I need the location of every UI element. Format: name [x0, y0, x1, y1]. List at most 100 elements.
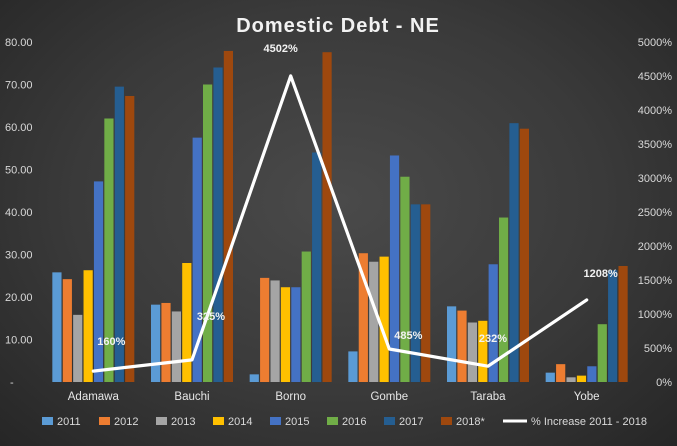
legend-swatch-2015	[270, 417, 281, 425]
bar-2017-taraba	[509, 123, 519, 383]
bar-2013-adamawa	[73, 314, 83, 382]
legend-swatch-2018	[441, 417, 452, 425]
bar-2016-taraba	[499, 217, 509, 382]
bar-2012-taraba	[457, 310, 467, 382]
bar-2017-borno	[312, 152, 322, 382]
bar-2018-bauchi	[223, 50, 233, 383]
y-axis-left: - 10.00 20.00 30.00 40.00 50.00 60.00 70.00 80.0…	[5, 37, 33, 389]
x-axis: Adamawa Bauchi Borno Gombe Taraba Yobe	[68, 391, 600, 403]
y-tick-label: 70.00	[5, 80, 33, 92]
legend-swatch-2013	[156, 417, 167, 425]
x-category-label: Yobe	[574, 391, 600, 403]
line-data-label: 4502%	[264, 43, 298, 55]
y-tick-label: 50.00	[5, 165, 33, 177]
y2-tick-label: 3500%	[638, 139, 672, 151]
legend-label: 2015	[285, 416, 309, 428]
bar-2011-yobe	[545, 372, 555, 382]
y-tick-label: -	[10, 377, 14, 389]
y2-tick-label: 0%	[656, 377, 672, 389]
legend-label: 2013	[171, 416, 195, 428]
legend-label: 2018*	[456, 416, 485, 428]
bar-2013-yobe	[566, 377, 576, 382]
bar-2015-bauchi	[192, 137, 202, 383]
y-tick-label: 30.00	[5, 250, 33, 262]
bar-2011-gombe	[348, 351, 358, 382]
bar-2018-borno	[322, 52, 332, 382]
y-tick-label: 40.00	[5, 207, 33, 219]
bar-2011-bauchi	[151, 304, 161, 382]
legend-swatch-2012	[99, 417, 110, 425]
y2-tick-label: 2000%	[638, 241, 672, 253]
legend-label: 2012	[114, 416, 138, 428]
y2-tick-label: 2500%	[638, 207, 672, 219]
chart-title: Domestic Debt - NE	[236, 15, 440, 37]
bar-2014-borno	[280, 287, 291, 382]
legend-swatch-2016	[327, 417, 338, 425]
x-category-label: Taraba	[470, 391, 506, 403]
bar-2017-gombe	[410, 204, 420, 382]
bar-2015-adamawa	[93, 181, 104, 382]
bar-2016-adamawa	[104, 118, 114, 382]
x-category-label: Borno	[275, 391, 306, 403]
bar-2012-adamawa	[62, 279, 72, 382]
bar-2018-yobe	[618, 265, 628, 382]
bar-2016-gombe	[400, 176, 410, 382]
bar-2012-yobe	[556, 364, 566, 382]
bar-2016-yobe	[597, 324, 607, 382]
y2-tick-label: 4500%	[638, 71, 672, 83]
legend-label: % Increase 2011 - 2018	[531, 416, 647, 428]
bar-2018-taraba	[519, 128, 529, 382]
line-data-label: 325%	[197, 311, 225, 323]
bar-2011-borno	[249, 374, 259, 382]
bar-2015-borno	[291, 287, 301, 382]
line-data-label: 160%	[97, 336, 125, 348]
legend: 2011 2012 2013 2014 2015 2016 2017 2018* % Incre…	[42, 416, 647, 428]
line-data-label: 232%	[479, 333, 507, 345]
bar-2014-bauchi	[182, 263, 192, 382]
y2-tick-label: 4000%	[638, 105, 672, 117]
legend-label: 2017	[399, 416, 423, 428]
legend-label: 2011	[57, 416, 81, 428]
y2-tick-label: 3000%	[638, 173, 672, 185]
bar-2012-gombe	[358, 253, 368, 382]
bar-2013-gombe	[369, 261, 379, 382]
legend-label: 2016	[342, 416, 366, 428]
percent-increase-line-path	[91, 74, 589, 373]
bar-2017-adamawa	[114, 86, 124, 383]
y2-tick-label: 500%	[644, 343, 672, 355]
bar-2013-taraba	[467, 322, 477, 382]
bar-2012-bauchi	[161, 302, 171, 382]
bar-2011-taraba	[447, 306, 457, 382]
legend-swatch-2011	[42, 417, 53, 425]
bar-2017-yobe	[608, 270, 618, 382]
bar-2014-gombe	[379, 256, 389, 383]
bar-2016-borno	[301, 251, 311, 382]
y2-tick-label: 5000%	[638, 37, 672, 49]
y-tick-label: 10.00	[5, 335, 33, 347]
line-data-label: 1208%	[584, 268, 618, 280]
percent-increase-line: 160% 325% 4502% 485% 232% 1208%	[91, 43, 618, 373]
legend-swatch-2014	[213, 417, 224, 425]
bar-2014-adamawa	[83, 270, 93, 382]
y2-tick-label: 1000%	[638, 309, 672, 321]
y-tick-label: 20.00	[5, 292, 33, 304]
bar-2015-gombe	[389, 155, 400, 382]
y-axis-right: 0% 500% 1000% 1500% 2000% 2500% 3000% 3500% 4000…	[638, 37, 672, 389]
y-tick-label: 80.00	[5, 37, 33, 49]
legend-swatch-2017	[384, 417, 395, 425]
bar-2018-adamawa	[125, 95, 135, 382]
bar-2014-yobe	[576, 375, 587, 383]
bar-2013-borno	[270, 280, 280, 382]
bar-2016-bauchi	[203, 84, 213, 382]
x-category-label: Gombe	[370, 391, 408, 403]
bar-2012-borno	[260, 277, 270, 383]
line-data-label: 485%	[394, 330, 422, 342]
bar-marks	[52, 50, 628, 383]
x-category-label: Bauchi	[174, 391, 209, 403]
bar-2015-yobe	[587, 366, 597, 382]
bar-2014-taraba	[478, 320, 488, 382]
x-category-label: Adamawa	[68, 391, 120, 403]
bar-2015-taraba	[488, 264, 498, 382]
